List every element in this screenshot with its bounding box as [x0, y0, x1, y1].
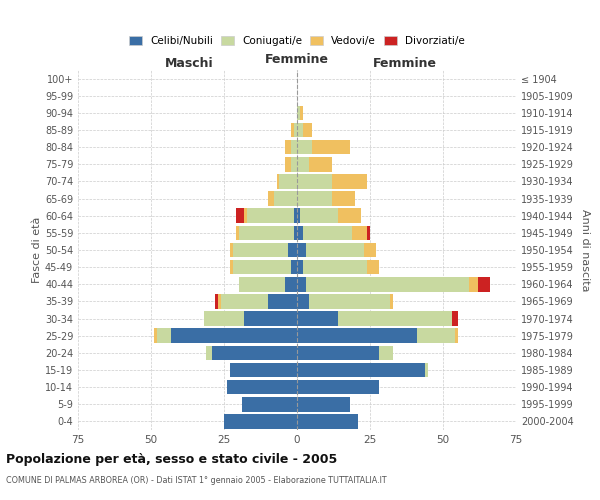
Bar: [297, 414, 358, 428]
Bar: [297, 174, 332, 188]
Bar: [291, 260, 297, 274]
Bar: [172, 328, 297, 343]
Bar: [294, 122, 297, 138]
Bar: [367, 260, 379, 274]
Bar: [294, 226, 297, 240]
Bar: [224, 414, 297, 428]
Bar: [297, 208, 300, 223]
Bar: [297, 312, 338, 326]
Bar: [297, 346, 379, 360]
Bar: [157, 328, 172, 343]
Bar: [308, 157, 332, 172]
Bar: [303, 260, 367, 274]
Bar: [206, 346, 212, 360]
Bar: [244, 312, 297, 326]
Text: COMUNE DI PALMAS ARBOREA (OR) - Dati ISTAT 1° gennaio 2005 - Elaborazione TUTTAI: COMUNE DI PALMAS ARBOREA (OR) - Dati IST…: [6, 476, 386, 485]
Bar: [233, 260, 291, 274]
Text: Maschi: Maschi: [164, 57, 213, 70]
Bar: [297, 226, 303, 240]
Bar: [297, 380, 379, 394]
Bar: [239, 277, 286, 291]
Bar: [221, 294, 268, 308]
Bar: [212, 346, 297, 360]
Bar: [242, 397, 297, 411]
Bar: [236, 226, 239, 240]
Bar: [288, 242, 297, 258]
Bar: [291, 122, 294, 138]
Bar: [300, 208, 338, 223]
Text: Femmine: Femmine: [373, 57, 437, 70]
Bar: [286, 140, 291, 154]
Bar: [455, 328, 458, 343]
Bar: [297, 277, 306, 291]
Bar: [297, 397, 350, 411]
Bar: [297, 106, 300, 120]
Bar: [297, 260, 303, 274]
Bar: [230, 362, 297, 378]
Bar: [268, 192, 274, 206]
Bar: [230, 260, 233, 274]
Bar: [338, 208, 361, 223]
Bar: [332, 192, 355, 206]
Bar: [306, 277, 469, 291]
Bar: [247, 208, 294, 223]
Bar: [478, 277, 490, 291]
Bar: [391, 294, 394, 308]
Bar: [367, 226, 370, 240]
Bar: [215, 294, 218, 308]
Bar: [291, 157, 297, 172]
Bar: [303, 122, 311, 138]
Bar: [300, 106, 303, 120]
Bar: [297, 157, 308, 172]
Bar: [364, 242, 376, 258]
Bar: [274, 192, 297, 206]
Bar: [239, 226, 294, 240]
Bar: [268, 294, 297, 308]
Y-axis label: Fasce di età: Fasce di età: [32, 217, 42, 283]
Bar: [297, 140, 311, 154]
Bar: [277, 174, 280, 188]
Text: Femmine: Femmine: [265, 54, 329, 66]
Bar: [297, 294, 308, 308]
Bar: [303, 226, 352, 240]
Y-axis label: Anni di nascita: Anni di nascita: [580, 209, 590, 291]
Bar: [425, 362, 428, 378]
Bar: [452, 312, 458, 326]
Bar: [218, 294, 221, 308]
Bar: [297, 122, 303, 138]
Legend: Celibi/Nubili, Coniugati/e, Vedovi/e, Divorziati/e: Celibi/Nubili, Coniugati/e, Vedovi/e, Di…: [125, 32, 469, 50]
Bar: [230, 242, 233, 258]
Bar: [233, 242, 288, 258]
Bar: [203, 312, 244, 326]
Bar: [244, 208, 247, 223]
Bar: [227, 380, 297, 394]
Bar: [297, 242, 306, 258]
Bar: [379, 346, 394, 360]
Bar: [297, 192, 332, 206]
Bar: [417, 328, 455, 343]
Bar: [311, 140, 350, 154]
Bar: [286, 277, 297, 291]
Bar: [352, 226, 367, 240]
Bar: [291, 140, 297, 154]
Bar: [338, 312, 452, 326]
Bar: [154, 328, 157, 343]
Bar: [294, 208, 297, 223]
Bar: [297, 362, 425, 378]
Bar: [306, 242, 364, 258]
Bar: [236, 208, 244, 223]
Text: Popolazione per età, sesso e stato civile - 2005: Popolazione per età, sesso e stato civil…: [6, 452, 337, 466]
Bar: [308, 294, 391, 308]
Bar: [332, 174, 367, 188]
Bar: [286, 157, 291, 172]
Bar: [297, 328, 417, 343]
Bar: [280, 174, 297, 188]
Bar: [469, 277, 478, 291]
